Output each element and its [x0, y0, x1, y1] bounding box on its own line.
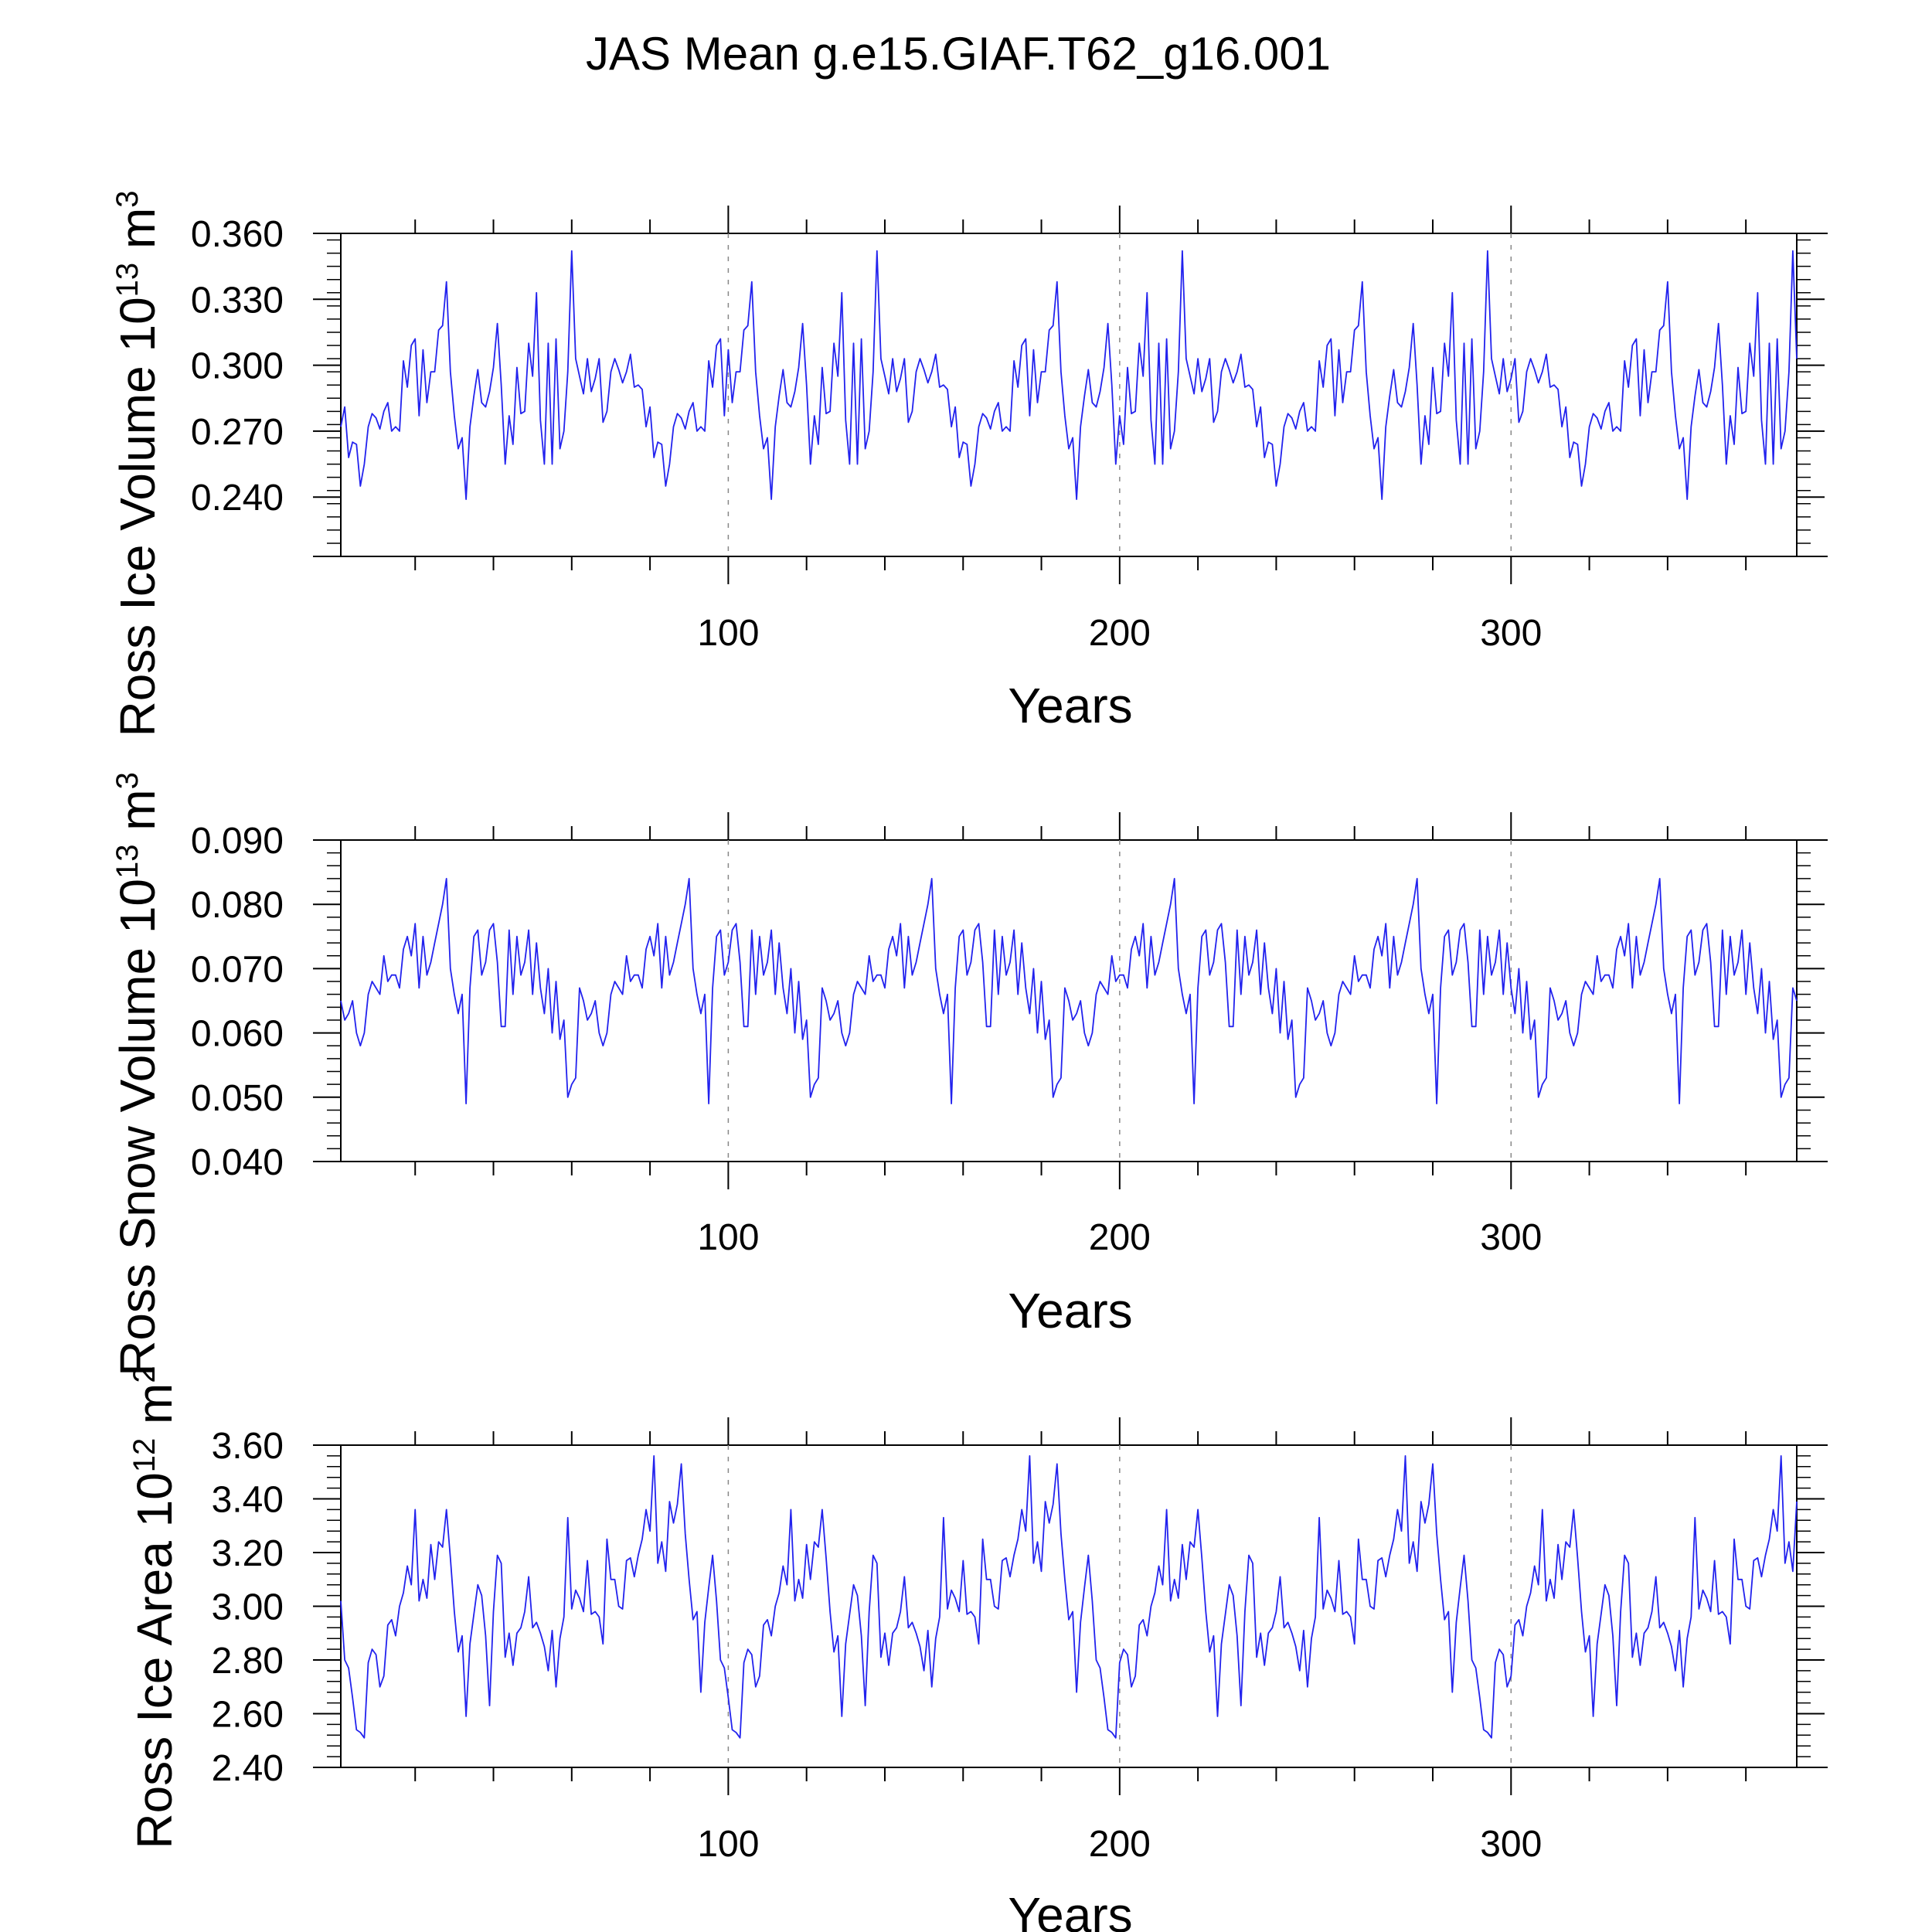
y-tick-label: 0.050: [191, 1078, 284, 1119]
y-tick-label: 0.330: [191, 280, 284, 321]
y-axis-label: Ross Snow Volume 1013 m3: [110, 772, 165, 1376]
x-axis-label: Years: [1008, 1887, 1132, 1932]
y-tick-label: 3.60: [212, 1426, 284, 1467]
panel-ice-area: 100 200 300 2.40 2.60 2.80 3.00 3.20 3.40 3.60 Yea…: [127, 1366, 1828, 1932]
x-tick-label: 200: [1089, 1824, 1151, 1865]
y-axis-label: Ross Ice Area 1012 m2: [127, 1366, 182, 1849]
x-tick-label: 300: [1480, 1824, 1542, 1865]
y-tick-label: 3.00: [212, 1587, 284, 1628]
x-tick-label: 100: [697, 1217, 759, 1258]
figure-title: JAS Mean g.e15.GIAF.T62_g16.001: [586, 28, 1331, 80]
x-tick-label: 200: [1089, 1217, 1151, 1258]
x-tick-label: 300: [1480, 1217, 1542, 1258]
series-line: [340, 1455, 1798, 1739]
y-tick-label: 0.270: [191, 412, 284, 453]
y-tick-label: 2.80: [212, 1641, 284, 1682]
panel-snow-volume: 100 200 300 0.040 0.050 0.060 0.070 0.080 0.090 Y…: [110, 772, 1828, 1376]
y-tick-label: 2.40: [212, 1748, 284, 1789]
y-tick-label: 3.40: [212, 1480, 284, 1521]
plot-frame: [340, 233, 1798, 557]
series-line: [340, 878, 1798, 1104]
y-tick-label: 2.60: [212, 1695, 284, 1736]
x-axis-label: Years: [1008, 678, 1132, 733]
panel-ice-volume: 100 200 300 0.240 0.270 0.300 0.330 0.360 Years R…: [110, 190, 1828, 737]
x-tick-label: 300: [1480, 613, 1542, 654]
plot-frame: [340, 1444, 1798, 1768]
x-axis-label: Years: [1008, 1283, 1132, 1338]
y-tick-label: 0.040: [191, 1142, 284, 1183]
y-axis-label: Ross Ice Volume 1013 m3: [110, 190, 165, 736]
y-tick-label: 0.070: [191, 949, 284, 990]
y-tick-label: 0.060: [191, 1014, 284, 1055]
x-tick-label: 100: [697, 613, 759, 654]
y-tick-label: 3.20: [212, 1533, 284, 1574]
y-tick-label: 0.080: [191, 885, 284, 926]
series-line: [340, 250, 1798, 500]
y-tick-label: 0.300: [191, 346, 284, 387]
y-tick-label: 0.360: [191, 214, 284, 255]
x-tick-label: 100: [697, 1824, 759, 1865]
y-tick-label: 0.240: [191, 478, 284, 519]
x-tick-label: 200: [1089, 613, 1151, 654]
y-tick-label: 0.090: [191, 821, 284, 862]
